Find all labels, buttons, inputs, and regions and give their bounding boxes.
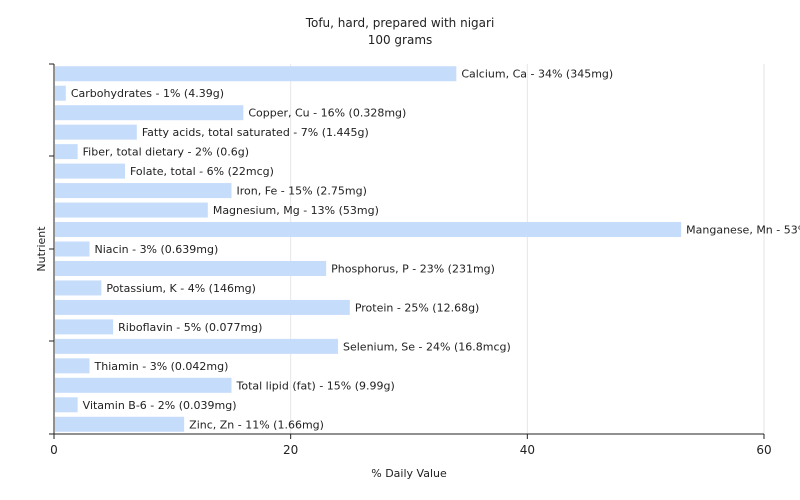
bar-label: Zinc, Zn - 11% (1.66mg): [189, 418, 324, 431]
bar-label: Phosphorus, P - 23% (231mg): [331, 262, 495, 275]
bar-label: Manganese, Mn - 53% (1.052mg): [686, 224, 800, 237]
bar-label: Niacin - 3% (0.639mg): [95, 243, 219, 256]
bar-label: Fatty acids, total saturated - 7% (1.445…: [142, 126, 369, 139]
bar-label: Carbohydrates - 1% (4.39g): [71, 87, 224, 100]
bar: [55, 299, 350, 315]
bar: [55, 144, 78, 160]
bar-labels: Calcium, Ca - 34% (345mg) Carbohydrates -…: [71, 68, 800, 432]
bar-label: Protein - 25% (12.68g): [355, 301, 480, 314]
bar-label: Fiber, total dietary - 2% (0.6g): [83, 146, 249, 159]
bar: [55, 183, 232, 199]
bar: [55, 260, 327, 276]
bar-label: Magnesium, Mg - 13% (53mg): [213, 204, 379, 217]
bar: [55, 319, 114, 335]
y-axis-ticks: [49, 63, 54, 435]
bar-label: Potassium, K - 4% (146mg): [106, 282, 256, 295]
bar: [55, 222, 682, 238]
bar-label: Thiamin - 3% (0.042mg): [94, 360, 229, 373]
bar: [55, 280, 102, 296]
bar: [55, 397, 78, 413]
bar: [55, 241, 90, 257]
x-tick-label: 40: [520, 443, 535, 457]
x-tick-label: 60: [756, 443, 771, 457]
bar-label: Folate, total - 6% (22mcg): [130, 165, 274, 178]
x-tick-label: 20: [283, 443, 298, 457]
bar: [55, 338, 338, 354]
bar: [55, 85, 66, 101]
bar-label: Selenium, Se - 24% (16.8mcg): [343, 340, 511, 353]
bar: [55, 105, 244, 121]
bar-label: Riboflavin - 5% (0.077mg): [118, 321, 262, 334]
x-axis-label: % Daily Value: [371, 467, 447, 480]
bar: [55, 358, 90, 374]
bar: [55, 163, 125, 179]
x-axis-ticks: 0 20 40 60: [50, 434, 772, 457]
grid-lines: [290, 64, 765, 434]
bar-label: Calcium, Ca - 34% (345mg): [461, 68, 613, 81]
bar: [55, 66, 457, 82]
bar: [55, 377, 232, 393]
bar-label: Vitamin B-6 - 2% (0.039mg): [83, 399, 237, 412]
bar: [55, 202, 208, 218]
x-tick-label: 0: [50, 443, 58, 457]
bars: [55, 66, 682, 432]
chart-title: Tofu, hard, prepared with nigari: [305, 16, 495, 30]
y-axis-label: Nutrient: [35, 226, 48, 272]
chart-subtitle: 100 grams: [368, 33, 433, 47]
bar-label: Iron, Fe - 15% (2.75mg): [237, 185, 367, 198]
bar: [55, 416, 185, 432]
bar-label: Copper, Cu - 16% (0.328mg): [248, 107, 406, 120]
bar: [55, 124, 137, 140]
bar-label: Total lipid (fat) - 15% (9.99g): [236, 379, 395, 392]
